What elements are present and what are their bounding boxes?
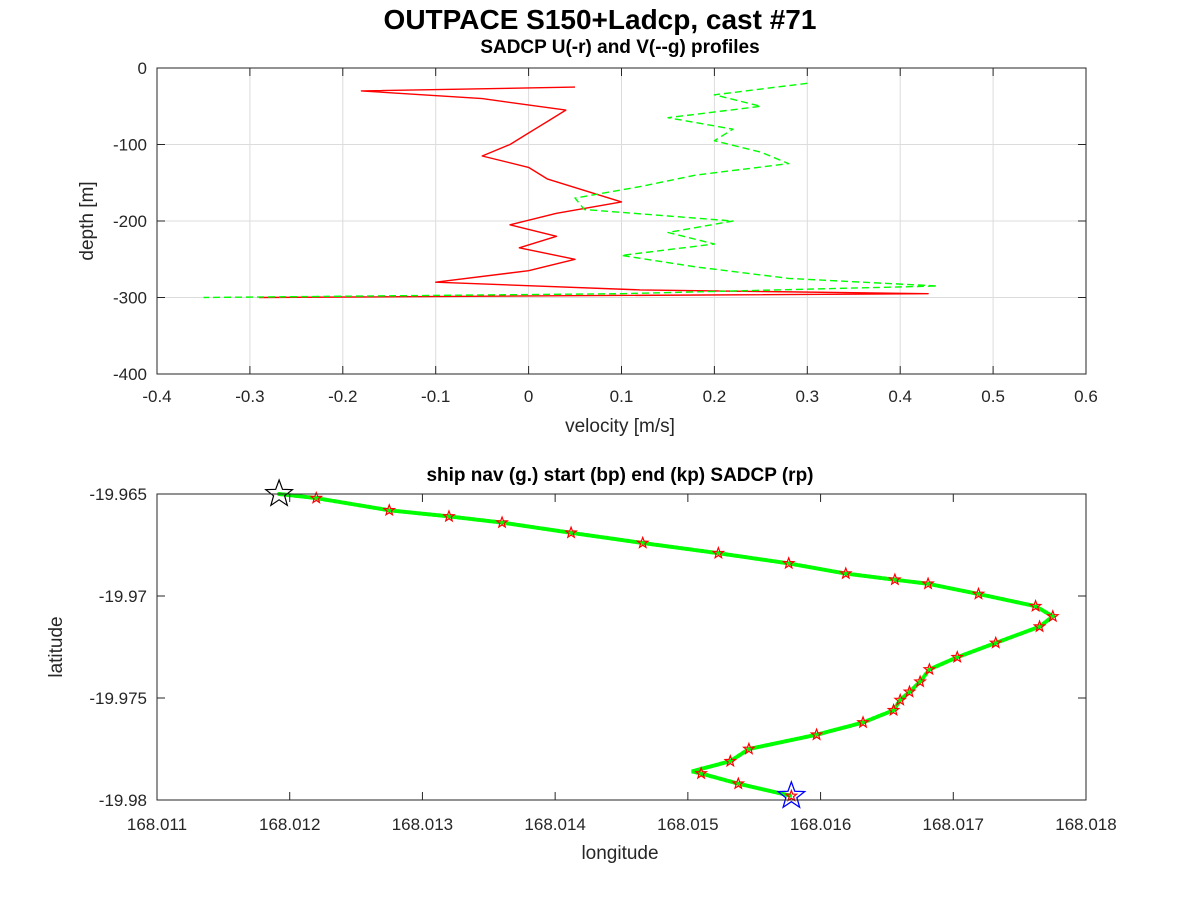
plot1-x-tick-label: 0 bbox=[524, 387, 533, 406]
plot2-x-tick-label: 168.014 bbox=[524, 815, 585, 834]
plot2-x-tick-label: 168.013 bbox=[392, 815, 453, 834]
plot1-series-u-line bbox=[259, 86, 929, 299]
plot2-sadcp-point bbox=[731, 776, 746, 790]
ship-track-plot: ship nav (g.) start (bp) end (kp) SADCP … bbox=[46, 465, 1117, 864]
plot2-sadcp-point bbox=[711, 545, 726, 560]
plot2-sadcp-point bbox=[1028, 598, 1043, 613]
plot1-y-tick-label: -200 bbox=[113, 212, 147, 231]
plot2-y-tick-label: -19.975 bbox=[89, 689, 147, 708]
plot2-sadcp-point bbox=[694, 766, 708, 780]
plot2-x-ticks: 168.011 168.012 168.013 168.014 168.015 168.0… bbox=[127, 494, 1117, 834]
plot1-y-label: depth [m] bbox=[77, 181, 98, 260]
plot2-x-tick-label: 168.016 bbox=[790, 815, 851, 834]
plot2-sadcp-point bbox=[856, 715, 870, 729]
plot2-x-tick-label: 168.018 bbox=[1055, 815, 1116, 834]
plot1-x-tick-label: 0.4 bbox=[888, 387, 912, 406]
plot1-y-tick-label: -300 bbox=[113, 289, 147, 308]
plot2-sadcp-point bbox=[442, 509, 456, 523]
plot2-sadcp-point bbox=[838, 566, 853, 580]
plot2-x-tick-label: 168.017 bbox=[923, 815, 984, 834]
plot1-x-tick-label: 0.3 bbox=[795, 387, 819, 406]
plot2-x-tick-label: 168.012 bbox=[259, 815, 320, 834]
plot2-end-marker bbox=[264, 478, 295, 507]
plot2-sadcp-point bbox=[886, 703, 901, 717]
plot2-y-tick-label: -19.98 bbox=[99, 791, 147, 810]
plot2-sadcp-point bbox=[922, 662, 937, 676]
plot2-sadcp-point bbox=[564, 525, 578, 539]
plot2-sadcp-point bbox=[893, 692, 908, 706]
plot2-sadcp-point bbox=[742, 741, 756, 755]
plot1-x-tick-label: 0.6 bbox=[1074, 387, 1098, 406]
plot1-y-tick-label: -400 bbox=[113, 365, 147, 384]
plot1-y-tick-label: -100 bbox=[113, 136, 147, 155]
plot2-sadcp-point bbox=[635, 535, 650, 549]
plot2-x-label: longitude bbox=[581, 843, 658, 864]
plot1-x-ticks: -0.4 -0.3 -0.2 -0.1 0 0.1 0.2 0.3 0.4 0.5 0.6 bbox=[142, 68, 1098, 406]
plot2-sadcp-point bbox=[921, 576, 935, 590]
plot1-x-label: velocity [m/s] bbox=[565, 416, 675, 437]
plot2-title: ship nav (g.) start (bp) end (kp) SADCP … bbox=[426, 465, 813, 486]
velocity-profile-plot: SADCP U(-r) and V(--g) profiles -0.4 -0.3… bbox=[77, 37, 1098, 437]
plot2-y-ticks: -19.98 -19.975 -19.97 -19.965 bbox=[89, 485, 1086, 810]
plot2-sadcp-point bbox=[1032, 619, 1047, 633]
plot2-sadcp-point bbox=[950, 649, 965, 664]
plot2-sadcp-point bbox=[723, 754, 738, 768]
plot2-ship-nav-track bbox=[277, 492, 1057, 798]
plot2-x-tick-label: 168.015 bbox=[657, 815, 718, 834]
plot1-x-tick-label: -0.3 bbox=[235, 387, 264, 406]
figure-title: OUTPACE S150+Ladcp, cast #71 bbox=[383, 4, 817, 35]
plot2-sadcp-point bbox=[902, 684, 917, 698]
plot2-sadcp-point bbox=[781, 556, 796, 570]
plot1-x-tick-label: -0.4 bbox=[142, 387, 171, 406]
plot1-x-tick-label: 0.2 bbox=[703, 387, 727, 406]
plot1-y-tick-label: 0 bbox=[138, 59, 147, 78]
plot2-sadcp-point bbox=[988, 635, 1003, 649]
plot1-series-v-line bbox=[203, 82, 939, 299]
plot2-sadcp-point bbox=[382, 503, 397, 517]
plot2-frame bbox=[156, 493, 1087, 801]
plot2-sadcp-point bbox=[809, 727, 824, 741]
plot2-y-tick-label: -19.965 bbox=[89, 485, 147, 504]
plot1-x-tick-label: 0.5 bbox=[981, 387, 1005, 406]
plot2-background bbox=[157, 494, 1086, 800]
plot2-y-label: latitude bbox=[46, 616, 67, 677]
plot2-sadcp-point bbox=[913, 674, 927, 688]
plot1-x-tick-label: -0.1 bbox=[421, 387, 450, 406]
plot2-y-tick-label: -19.97 bbox=[99, 587, 147, 606]
plot2-sadcp-point bbox=[971, 586, 986, 600]
plot2-start-marker bbox=[776, 780, 807, 809]
plot2-sadcp-point bbox=[1045, 609, 1060, 623]
plot2-sadcp-point bbox=[784, 788, 799, 802]
plot2-series bbox=[264, 478, 1060, 809]
plot2-sadcp-point bbox=[495, 515, 509, 529]
plot1-series bbox=[203, 82, 939, 299]
plot1-title: SADCP U(-r) and V(--g) profiles bbox=[480, 37, 759, 58]
plot2-sadcp-point bbox=[888, 572, 902, 586]
plot2-sadcp-point bbox=[309, 490, 324, 504]
plot1-x-tick-label: -0.2 bbox=[328, 387, 357, 406]
plot1-y-ticks: -400 -300 -200 -100 0 bbox=[113, 59, 1086, 384]
plot2-x-tick-label: 168.011 bbox=[127, 815, 187, 834]
plot1-x-tick-label: 0.1 bbox=[610, 387, 634, 406]
